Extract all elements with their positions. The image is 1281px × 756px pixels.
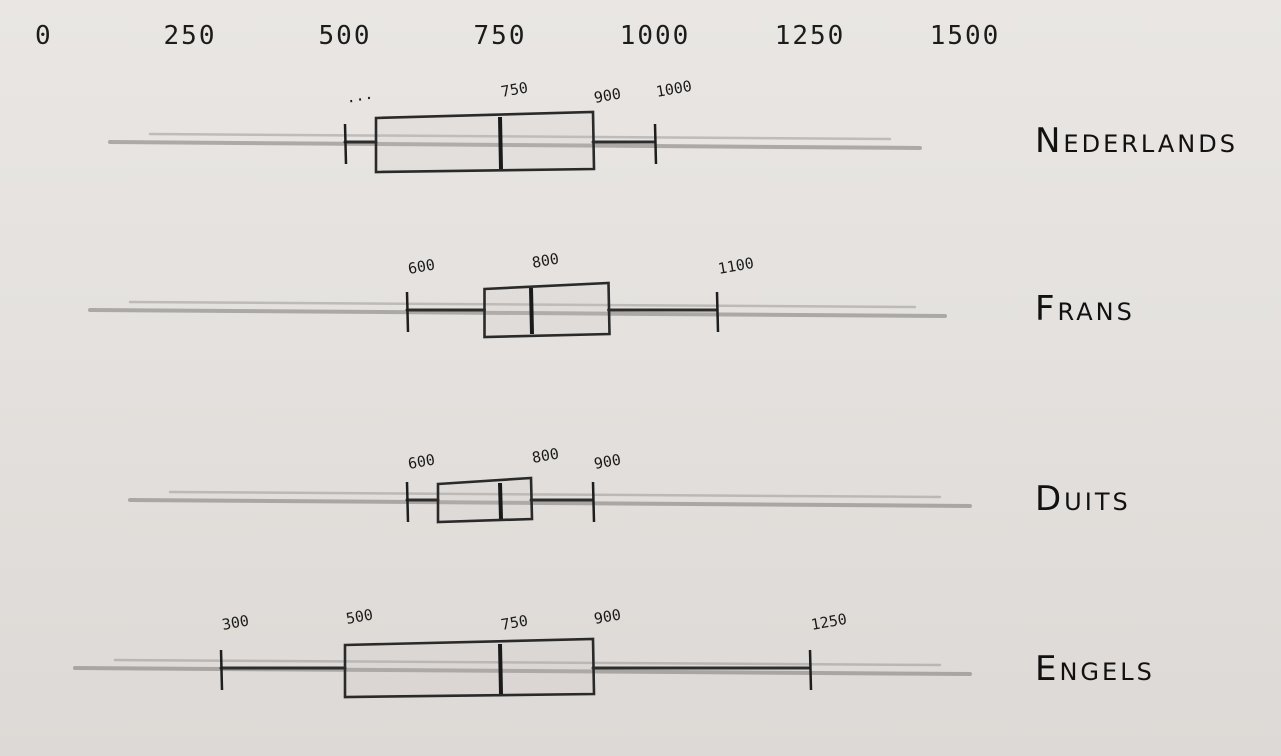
x-tick-label: 1500 xyxy=(930,21,1001,51)
value-label: 500 xyxy=(345,606,375,628)
median-line xyxy=(498,643,503,695)
value-label: 600 xyxy=(407,451,437,473)
series-label: Nederlands xyxy=(1035,121,1238,161)
value-label: 1250 xyxy=(810,610,849,634)
pencil-baseline xyxy=(128,498,972,508)
series-label: Engels xyxy=(1035,649,1155,689)
value-label: 800 xyxy=(531,250,561,272)
x-tick-label: 1250 xyxy=(775,21,846,51)
x-axis-ticks: 0 250 500 750 1000 1250 1500 xyxy=(35,21,1001,51)
x-tick-label: 0 xyxy=(35,21,53,51)
value-label: 1000 xyxy=(655,77,694,101)
value-label: 300 xyxy=(221,612,251,634)
pencil-baseline xyxy=(88,308,947,318)
whisker-cap-low xyxy=(405,481,410,523)
value-label: 800 xyxy=(531,445,561,467)
value-label: ... xyxy=(345,85,375,107)
pencil-baseline-secondary xyxy=(113,658,942,667)
boxplot-row-frans: 600 800 1100 Frans xyxy=(88,250,1135,339)
boxplot-row-duits: 600 800 900 Duits xyxy=(128,445,1131,524)
x-tick-label: 1000 xyxy=(620,21,691,51)
pencil-baseline-secondary xyxy=(168,490,942,499)
value-label: 1100 xyxy=(717,254,756,278)
whisker-cap-high xyxy=(591,481,596,523)
value-label: 900 xyxy=(593,85,623,107)
value-label: 900 xyxy=(593,451,623,473)
iqr-box xyxy=(436,476,534,524)
whisker-cap-high xyxy=(653,123,658,165)
whisker-cap-high xyxy=(808,649,813,691)
iqr-box xyxy=(343,637,596,699)
whisker-cap-low xyxy=(405,291,410,333)
iqr-box xyxy=(374,110,596,174)
value-label: 750 xyxy=(500,79,530,101)
median-line xyxy=(529,287,534,335)
boxplot-row-nederlands: ... 750 900 1000 Nederlands xyxy=(108,77,1238,174)
value-label: 900 xyxy=(593,606,623,628)
x-tick-label: 250 xyxy=(164,21,217,51)
boxplot-row-engels: 300 500 750 900 1250 Engels xyxy=(73,606,1155,699)
whisker-cap-low xyxy=(219,649,224,691)
value-label: 750 xyxy=(500,612,530,634)
x-tick-label: 500 xyxy=(319,21,372,51)
median-line xyxy=(498,116,503,170)
whisker-cap-high xyxy=(715,291,720,333)
whisker-cap-low xyxy=(343,123,348,165)
pencil-baseline xyxy=(108,140,922,150)
series-label: Duits xyxy=(1035,479,1131,519)
x-tick-label: 750 xyxy=(474,21,527,51)
series-label: Frans xyxy=(1035,289,1135,329)
median-line xyxy=(498,482,503,520)
value-label: 600 xyxy=(407,256,437,278)
pencil-baseline-secondary xyxy=(148,132,892,141)
pencil-baseline-secondary xyxy=(128,300,917,309)
iqr-box xyxy=(483,281,611,339)
